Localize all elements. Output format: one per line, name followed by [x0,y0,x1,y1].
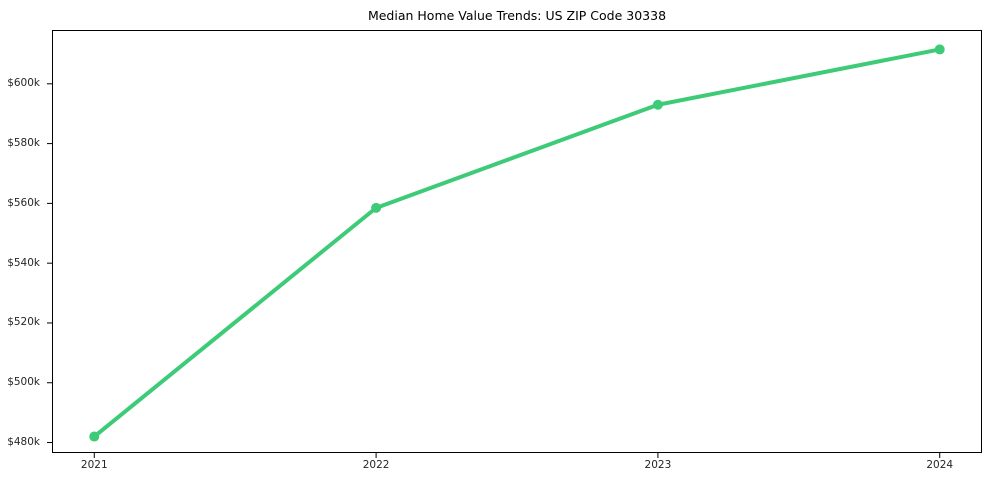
plot-border [52,30,982,453]
data-point-2022 [371,202,382,213]
data-point-2023 [652,99,663,110]
trend-line [92,47,942,439]
data-point-2024 [934,44,945,55]
chart-title: Median Home Value Trends: US ZIP Code 30… [367,8,667,23]
data-point-2021 [89,431,100,442]
